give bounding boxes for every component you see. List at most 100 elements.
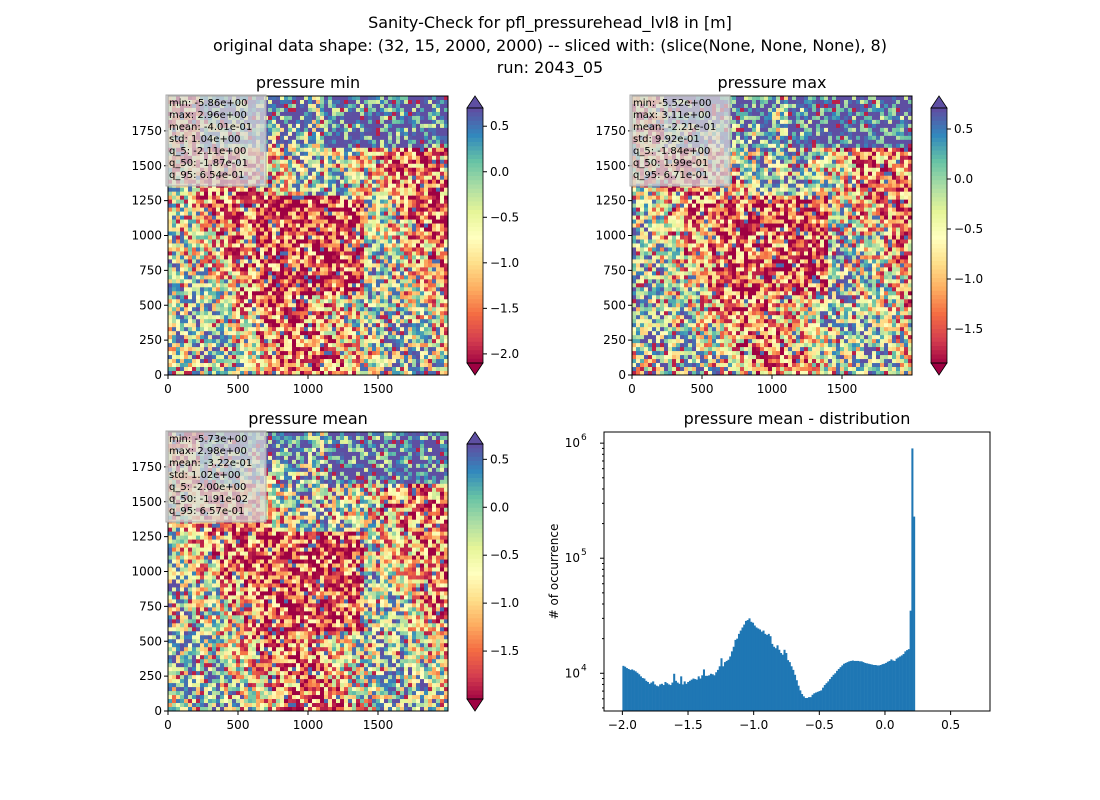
y-tick-label: 500 [139,298,162,312]
histogram-bar [680,676,683,711]
colorbar-segment [931,171,947,177]
y-tick-label: 1000 [595,229,626,243]
colorbar-segment [467,499,483,505]
colorbar-segment [467,694,483,700]
histogram-bar [655,685,658,711]
colorbar-segment [931,269,947,275]
histogram-panel: pressure mean - distribution −2.0 −1.5 −1.0… [547,409,991,732]
colorbar-segment [931,231,947,237]
histogram-bar [634,671,637,711]
y-tick-label: 1750 [595,124,626,138]
y-tick-label: 750 [603,263,626,277]
histogram-bar [808,697,811,711]
histogram-bar [688,680,691,711]
colorbar-segment [931,329,947,334]
colorbar-segment [467,601,483,607]
colorbar-segment [931,337,947,343]
histogram-bar [827,681,830,711]
histogram-bar [746,620,749,711]
colorbar-segment [467,337,483,343]
colorbar-segment [467,184,483,190]
histogram-bar [822,687,825,711]
colorbar-segment [931,210,947,215]
histogram-bar [690,679,693,711]
histogram-bar [832,674,835,711]
histogram-bar [692,678,695,711]
histogram-bar [890,659,893,711]
histogram-bar [732,646,735,711]
histogram-bar [902,654,905,711]
colorbar-segment [467,618,483,624]
colorbar-segment [467,622,483,628]
colorbar-segment [467,137,483,143]
histogram-bar [781,654,784,711]
histogram-bar [909,610,912,711]
stats-box-background [629,94,731,187]
colorbar-segment [467,108,483,113]
histogram-bar [774,648,777,711]
histogram-bar [720,658,723,711]
colorbar-segment [467,231,483,237]
histogram-bar [687,681,690,711]
colorbar-segment [931,290,947,296]
histogram-bar [837,668,840,711]
y-tick-label: 500 [603,298,626,312]
histogram-bar [792,669,795,711]
colorbar-tick-label: −2.0 [490,347,519,361]
histogram-bar [911,448,914,711]
colorbar-segment [931,265,947,271]
colorbar-segment [931,167,947,173]
colorbar-segment [467,142,483,147]
x-tick-label: 1500 [363,382,394,396]
colorbar-segment [467,554,483,560]
colorbar-segment [467,150,483,156]
stats-line: q_95: 6.54e-01 [169,170,244,181]
y-tick-label: 1500 [131,495,162,509]
histogram-bar [725,660,728,711]
colorbar-extend-bottom [930,362,948,376]
histogram-bar [681,684,684,711]
colorbar-segment [467,609,483,615]
colorbar-segment [467,205,483,211]
histogram-bar [722,666,725,711]
colorbar-segment [467,524,483,530]
colorbar-extend-top [466,95,484,109]
colorbar-segment [931,201,947,207]
colorbar-segment [467,614,483,619]
colorbar-segment [467,550,483,556]
y-tick-exponent: 4 [581,663,587,673]
histogram-bar [694,679,697,711]
x-tick-label: 0 [164,382,172,396]
colorbar-segment [931,184,947,190]
colorbar-segment [467,295,483,300]
colorbar-segment [467,631,483,636]
colorbar-segment [467,444,483,449]
histogram-bar [646,681,649,711]
x-tick-label: 500 [691,382,714,396]
colorbar-segment [931,256,947,262]
histogram-bar [850,660,853,711]
histogram-bar [767,633,770,711]
histogram-bar [709,673,712,711]
colorbar-segment [467,278,483,283]
colorbar-segment [467,214,483,220]
stats-line: min: -5.52e+00 [633,98,712,109]
colorbar-tick-label: 0.5 [490,452,509,466]
histogram-bar [664,681,667,711]
histogram-bar [716,669,720,711]
colorbar-segment [467,482,483,488]
colorbar-segment [467,218,483,224]
colorbar-segment [467,452,483,458]
histogram-bar [885,662,888,711]
histogram-bar [771,643,774,711]
colorbar-frame [466,107,484,364]
histogram-bar [855,660,858,711]
histogram-bar [624,666,627,711]
stats-line: mean: -4.01e-01 [169,122,252,133]
histogram-bar [685,683,688,711]
histogram-bar [695,679,698,711]
histogram-bar [790,666,793,711]
colorbar-segment [931,252,947,258]
histogram-bar [888,660,891,711]
